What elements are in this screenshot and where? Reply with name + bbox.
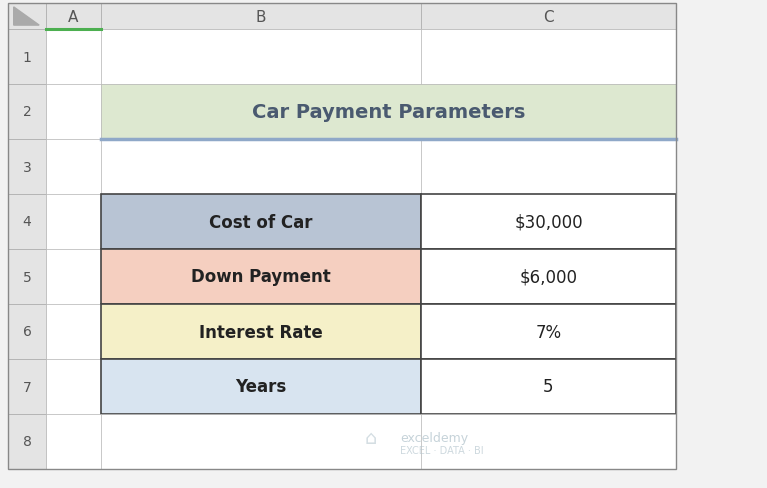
Text: 7%: 7% [535,323,561,341]
Text: 6: 6 [22,325,31,339]
Text: 8: 8 [22,435,31,448]
Text: 1: 1 [22,50,31,64]
Bar [101,85,676,140]
Text: B: B [255,9,266,24]
Text: Cost of Car: Cost of Car [209,213,313,231]
Text: 7: 7 [22,380,31,394]
Text: $6,000: $6,000 [519,268,578,286]
Bar [101,195,421,249]
Bar [8,414,46,469]
Text: exceldemy: exceldemy [400,431,469,444]
Text: Interest Rate: Interest Rate [199,323,323,341]
Bar [101,305,421,359]
Text: $30,000: $30,000 [514,213,583,231]
Bar [8,30,46,85]
Bar [421,140,676,195]
Text: 4: 4 [22,215,31,229]
Bar [101,30,421,85]
Bar [421,30,676,85]
Bar [46,359,101,414]
Bar [101,140,421,195]
Bar [46,249,101,305]
Bar [46,140,101,195]
Bar [421,359,676,414]
Bar [46,4,101,30]
Bar [8,85,46,140]
Bar [101,249,421,305]
Bar [421,249,676,305]
Bar [46,414,101,469]
Text: 5: 5 [543,378,554,396]
Bar [46,195,101,249]
Text: EXCEL · DATA · BI: EXCEL · DATA · BI [400,445,484,454]
Bar [101,359,421,414]
Bar [46,305,101,359]
Bar [46,85,101,140]
Text: 5: 5 [22,270,31,284]
Bar [421,195,676,249]
Bar [101,4,421,30]
Bar [46,30,101,85]
Polygon shape [14,8,39,26]
Bar [421,305,676,359]
Text: Years: Years [235,378,287,396]
Text: Down Payment: Down Payment [191,268,331,286]
Bar [421,414,676,469]
Bar [8,140,46,195]
Text: ⌂: ⌂ [364,428,377,447]
Bar [8,4,676,469]
Bar [8,4,46,30]
Text: 3: 3 [22,160,31,174]
Text: C: C [543,9,554,24]
Bar [101,414,421,469]
Bar [421,4,676,30]
Bar [8,4,676,469]
Bar [8,305,46,359]
Text: A: A [68,9,79,24]
Bar [8,195,46,249]
Text: 2: 2 [22,105,31,119]
Text: Car Payment Parameters: Car Payment Parameters [252,103,525,122]
Bar [8,359,46,414]
Bar [8,249,46,305]
